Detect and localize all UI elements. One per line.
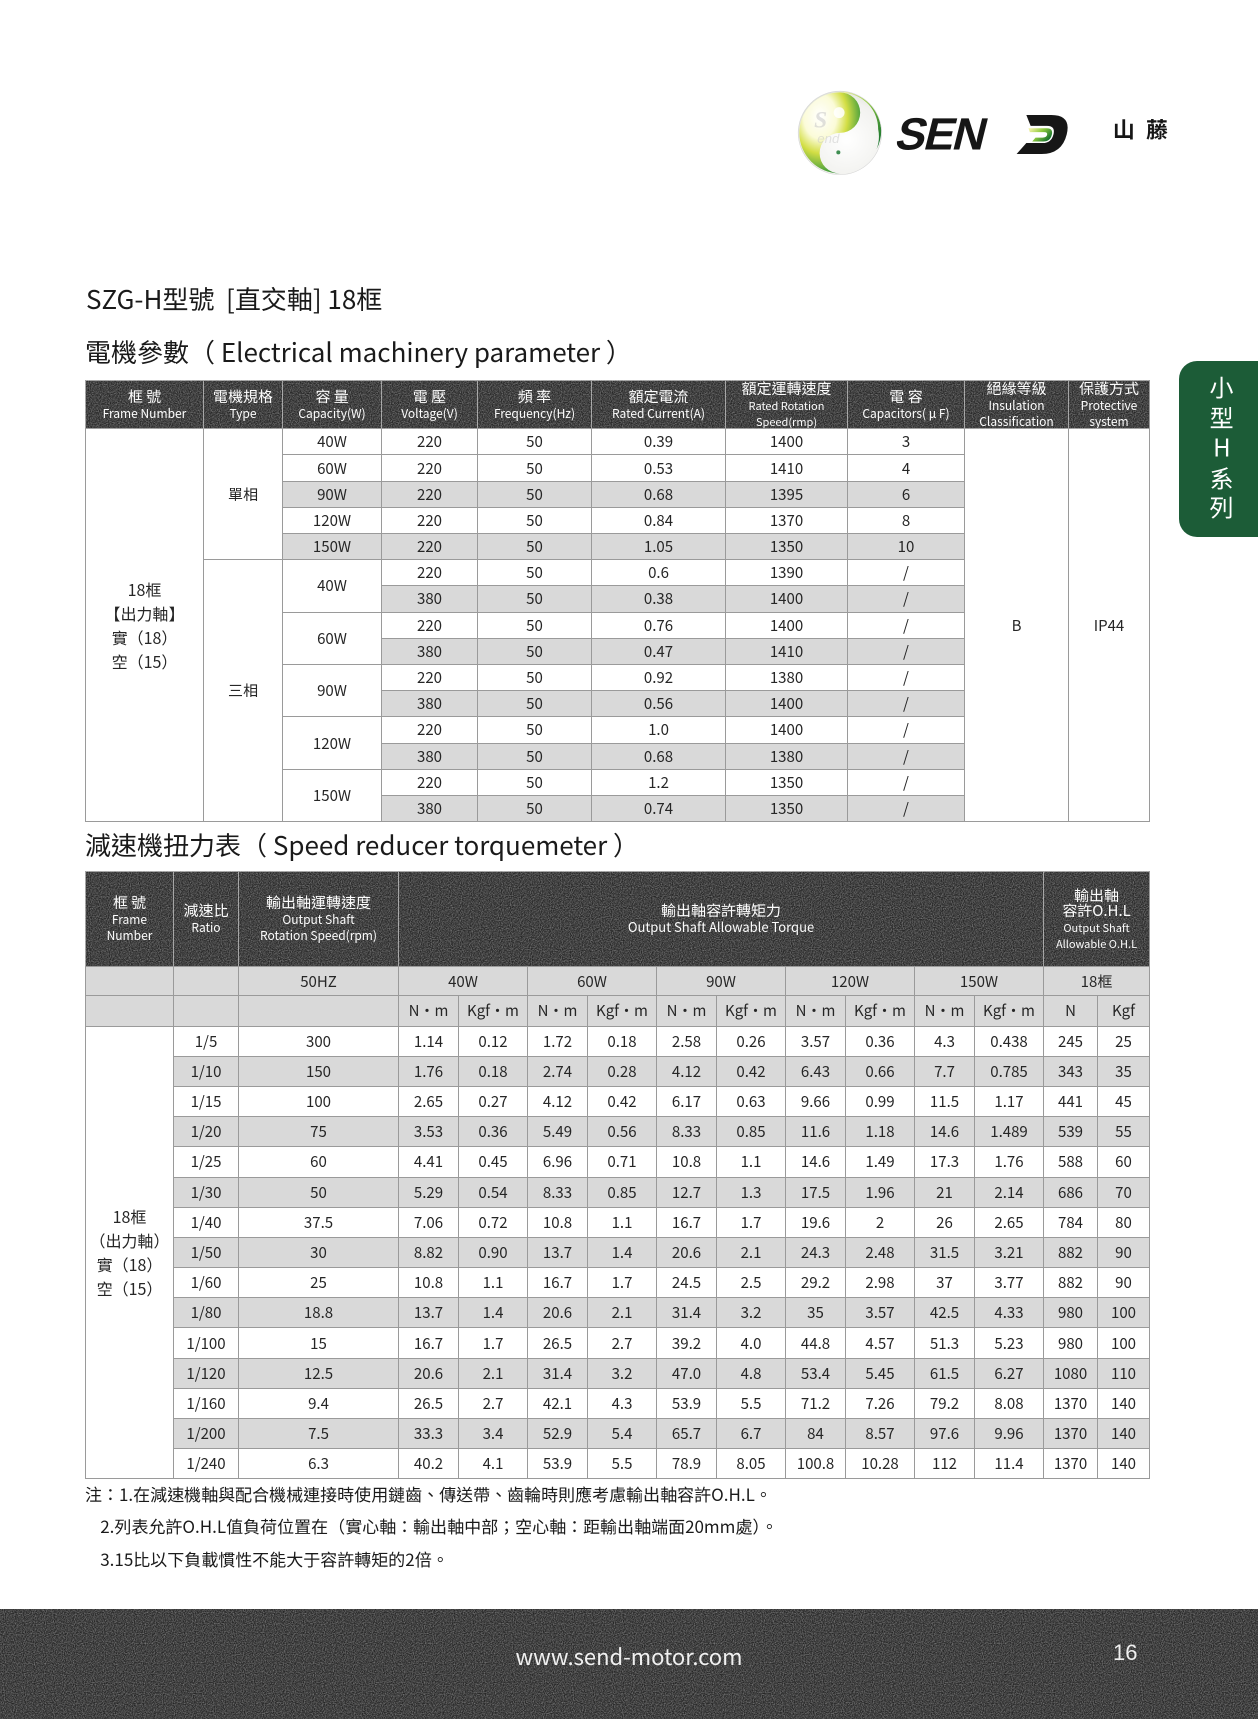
svg-text:SEN: SEN: [897, 108, 992, 159]
svg-text:S: S: [814, 107, 827, 133]
svg-text:end: end: [817, 131, 840, 146]
